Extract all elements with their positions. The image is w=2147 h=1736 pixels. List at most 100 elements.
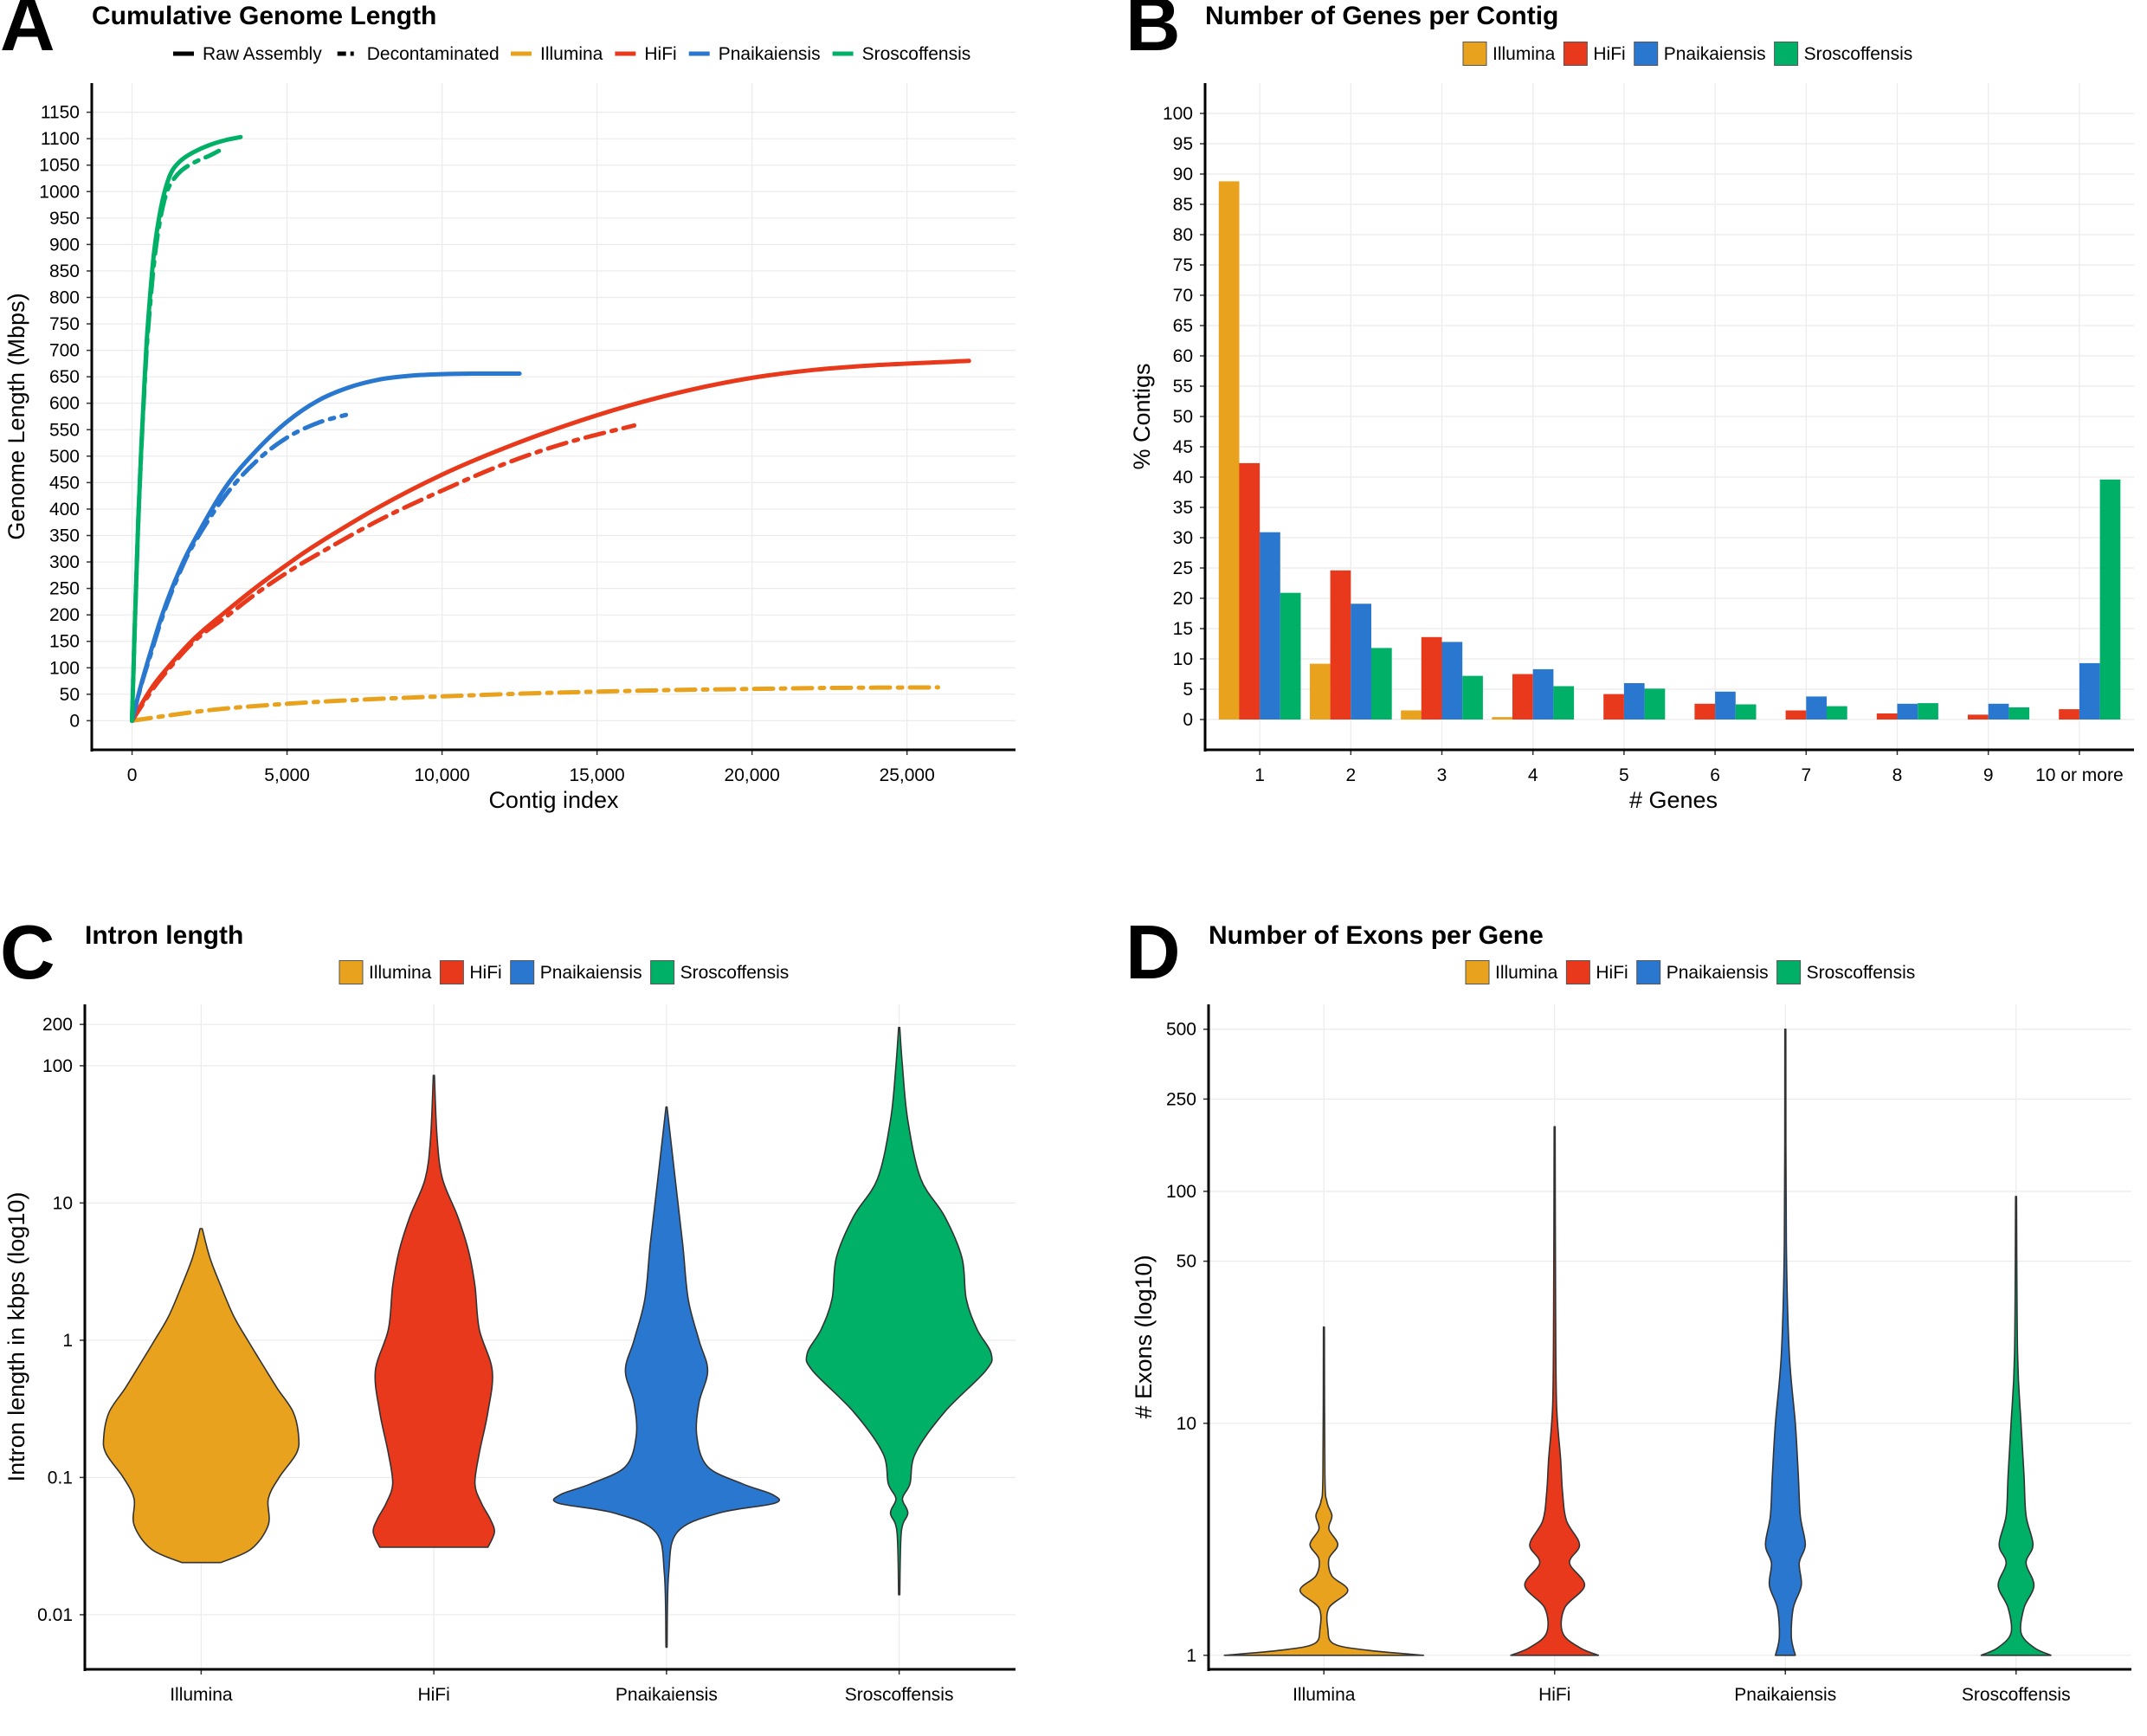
- y-tick-label: 90: [1173, 165, 1193, 184]
- bar-sroscoffensis: [1553, 686, 1575, 720]
- violin-hifi: [1510, 1126, 1600, 1656]
- violin-sroscoffensis: [805, 1026, 993, 1596]
- y-tick-label: 40: [1173, 468, 1193, 487]
- legend-key-pnaikaiensis: [1636, 960, 1661, 984]
- y-tick-label: 65: [1173, 316, 1193, 336]
- y-tick-label: 0.01: [37, 1605, 73, 1625]
- y-tick-label: 1: [1186, 1646, 1196, 1666]
- y-axis-title: # Exons (log10): [1131, 1255, 1157, 1418]
- y-tick-label: 250: [1166, 1089, 1196, 1109]
- y-tick-label: 100: [1163, 104, 1193, 124]
- y-tick-label: 850: [49, 261, 80, 281]
- bar-sroscoffensis: [1918, 703, 1938, 720]
- y-tick-label: 300: [49, 552, 80, 572]
- y-tick-label: 70: [1173, 286, 1193, 306]
- y-tick-label: 1150: [41, 103, 80, 123]
- x-tick-label: 6: [1710, 765, 1720, 785]
- x-axis-title: # Genes: [1629, 787, 1718, 813]
- series-line-illumina-decontaminated: [130, 685, 940, 723]
- y-tick-label: 100: [42, 1056, 73, 1076]
- y-tick-label: 500: [1166, 1020, 1196, 1040]
- bar-pnaikaiensis: [1897, 703, 1918, 720]
- y-tick-label: 400: [49, 500, 80, 520]
- y-tick-label: 900: [49, 235, 80, 255]
- legend-label-hifi: HiFi: [469, 963, 501, 983]
- y-tick-label: 5: [1183, 680, 1193, 700]
- bar-illumina: [1492, 717, 1513, 720]
- panel-label-a: A: [0, 0, 55, 67]
- y-tick-label: 10: [53, 1193, 73, 1213]
- y-tick-label: 1: [62, 1331, 73, 1351]
- y-tick-label: 200: [42, 1015, 73, 1035]
- x-tick-label: 15,000: [570, 765, 625, 785]
- bar-sroscoffensis: [1644, 688, 1666, 720]
- y-axis-title: Genome Length (Mbps): [3, 293, 29, 539]
- legend-label-illumina: Illumina: [1493, 44, 1556, 64]
- x-tick-label: 5,000: [264, 765, 310, 785]
- legend-key-hifi: [1565, 960, 1590, 984]
- x-tick-label: 10 or more: [2035, 765, 2124, 785]
- y-tick-label: 95: [1173, 134, 1193, 154]
- y-tick-label: 950: [49, 209, 80, 229]
- y-tick-label: 25: [1173, 558, 1193, 578]
- y-tick-label: 45: [1173, 437, 1193, 457]
- y-tick-label: 10: [1177, 1414, 1196, 1434]
- x-tick-label: 8: [1892, 765, 1903, 785]
- x-tick-label: 2: [1345, 765, 1356, 785]
- x-tick-label: 25,000: [880, 765, 935, 785]
- panel-b: B Number of Genes per Contig0510152025303…: [1125, 0, 2134, 813]
- legend-label-illumina: Illumina: [369, 963, 432, 983]
- x-tick-label: 9: [1983, 765, 1994, 785]
- legend-key-hifi: [1563, 42, 1588, 66]
- panel-label-d: D: [1125, 909, 1181, 995]
- series-line-hifi-raw: [130, 358, 971, 723]
- x-tick-label: Sroscoffensis: [845, 1685, 954, 1705]
- x-tick-label: Illumina: [1293, 1685, 1356, 1705]
- legend-key-pnaikaiensis: [1634, 42, 1659, 66]
- y-tick-label: 800: [49, 288, 80, 308]
- bar-hifi: [1512, 674, 1533, 720]
- y-tick-label: 50: [1173, 407, 1193, 427]
- y-tick-label: 150: [49, 632, 80, 652]
- y-tick-label: 75: [1173, 255, 1193, 275]
- x-tick-label: 4: [1528, 765, 1538, 785]
- y-tick-label: 80: [1173, 225, 1193, 245]
- bar-hifi: [1876, 713, 1898, 720]
- y-axis-title: Intron length in kbps (log10): [3, 1192, 29, 1482]
- bar-illumina: [1218, 181, 1240, 720]
- y-tick-label: 85: [1173, 195, 1193, 215]
- legend-key-hifi: [439, 960, 464, 984]
- y-tick-label: 0: [1183, 710, 1193, 730]
- y-tick-label: 100: [1166, 1182, 1196, 1202]
- bar-hifi: [1239, 462, 1260, 720]
- legend-label-illumina: Illumina: [1495, 963, 1558, 983]
- violin-pnaikaiensis: [1764, 1028, 1807, 1656]
- bar-hifi: [1785, 710, 1807, 720]
- series-line-sroscoffensis-raw: [130, 134, 243, 723]
- bar-hifi: [1603, 694, 1624, 720]
- y-tick-label: 50: [60, 685, 80, 705]
- x-tick-label: Pnaikaiensis: [616, 1685, 718, 1705]
- y-tick-label: 30: [1173, 528, 1193, 548]
- y-tick-label: 1100: [41, 129, 80, 149]
- x-tick-label: 10,000: [414, 765, 469, 785]
- series-line-pnaikaiensis-decontaminated: [130, 412, 349, 723]
- bar-hifi: [1330, 570, 1351, 720]
- legend-label-raw-assembly: Raw Assembly: [203, 44, 322, 64]
- series-line-sroscoffensis-decontaminated: [130, 148, 222, 723]
- y-tick-label: 50: [1177, 1252, 1196, 1272]
- legend-key-sroscoffensis: [650, 960, 675, 984]
- y-tick-label: 700: [49, 341, 80, 361]
- legend-key-sroscoffensis: [1776, 960, 1802, 984]
- x-tick-label: HiFi: [417, 1685, 449, 1705]
- legend-label-sroscoffensis: Sroscoffensis: [1804, 44, 1913, 64]
- chart-title: Intron length: [85, 921, 243, 950]
- legend-label-decontaminated: Decontaminated: [367, 44, 500, 64]
- panel-a: A Cumulative Genome Length 0 50 100 150 200 250…: [0, 0, 1015, 813]
- y-tick-label: 0: [69, 711, 80, 731]
- y-tick-label: 100: [49, 658, 80, 678]
- y-tick-label: 35: [1173, 498, 1193, 518]
- x-tick-label: 20,000: [725, 765, 780, 785]
- chart-title: Number of Exons per Gene: [1209, 921, 1544, 950]
